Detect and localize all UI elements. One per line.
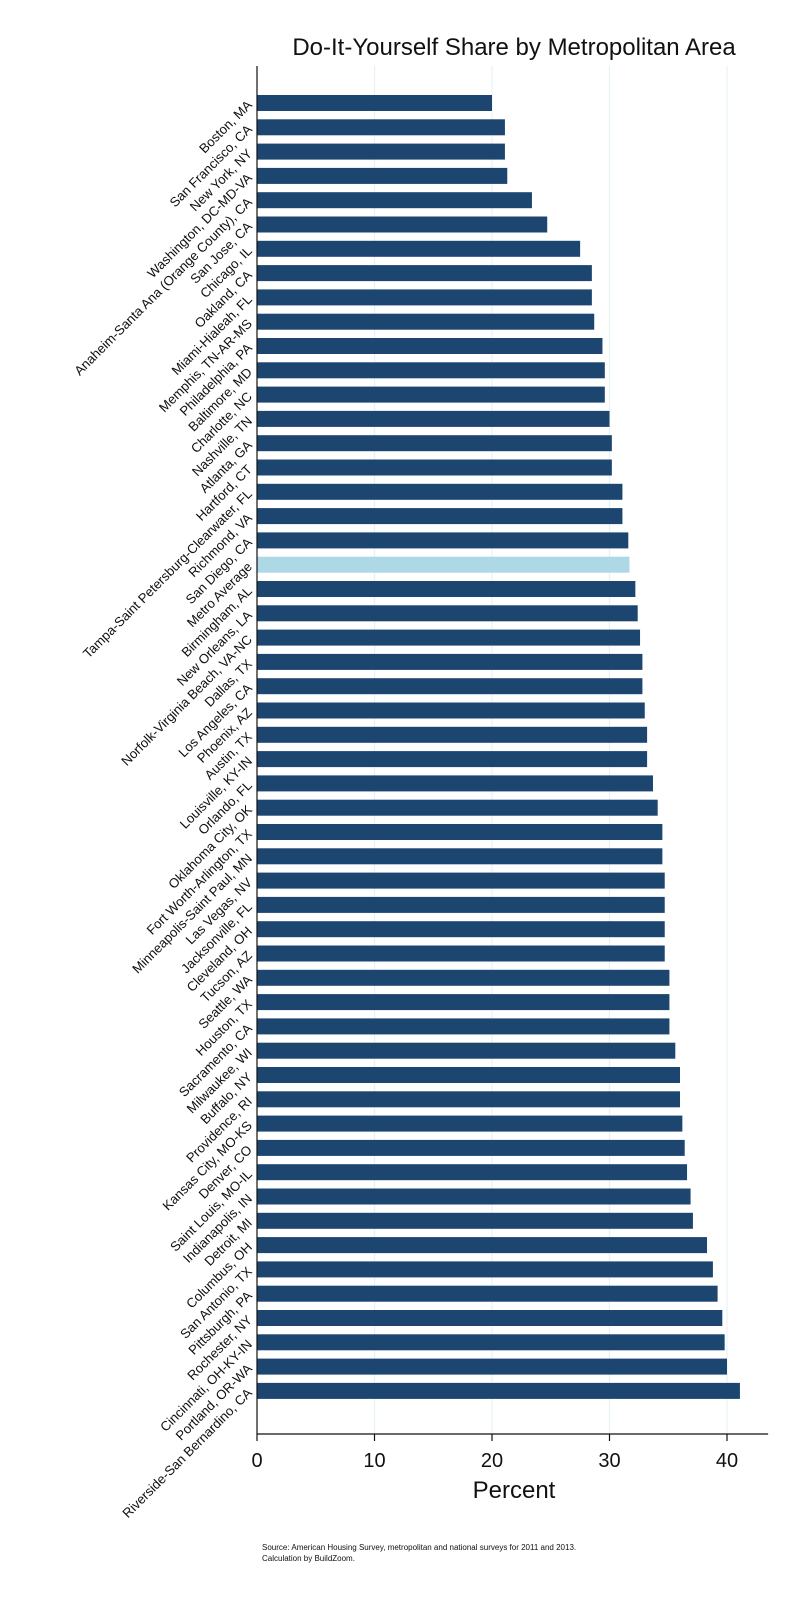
bar — [257, 702, 645, 719]
bar — [257, 410, 610, 427]
bar — [257, 1139, 685, 1156]
bar — [257, 726, 648, 743]
bar — [257, 629, 641, 646]
bar — [257, 459, 612, 476]
bar — [257, 216, 548, 233]
source-note-line-1: Source: American Housing Survey, metropo… — [262, 1543, 576, 1552]
bar — [257, 605, 638, 622]
bar — [257, 1358, 727, 1375]
source-note-line-2: Calculation by BuildZoom. — [262, 1554, 355, 1563]
bar — [257, 435, 612, 452]
bar — [257, 775, 653, 792]
bar — [257, 1091, 680, 1108]
bar — [257, 896, 665, 913]
bar — [257, 945, 665, 962]
x-axis-ticks: 0 10 20 30 40 — [251, 1434, 738, 1472]
bar — [257, 872, 665, 889]
bar — [257, 362, 605, 379]
bar — [257, 265, 592, 282]
bar — [257, 1334, 725, 1351]
x-tick-label: 0 — [251, 1450, 262, 1472]
bar — [257, 240, 581, 257]
x-tick-label: 30 — [598, 1450, 620, 1472]
bar — [257, 1164, 688, 1181]
bar — [257, 483, 623, 500]
bar — [257, 1115, 683, 1132]
x-tick-label: 20 — [481, 1450, 503, 1472]
bar — [257, 508, 623, 525]
bar — [257, 1212, 693, 1229]
bars — [257, 95, 740, 1399]
bar — [257, 338, 603, 354]
bar — [257, 921, 665, 938]
bar — [257, 119, 505, 136]
bar — [257, 751, 648, 768]
x-axis-title: Percent — [473, 1477, 556, 1504]
bar — [257, 1188, 691, 1205]
bar — [257, 192, 532, 209]
bar — [257, 581, 636, 597]
bar — [257, 143, 505, 160]
bar — [257, 799, 658, 816]
bar — [257, 1261, 713, 1278]
bar — [257, 556, 630, 573]
bar — [257, 848, 663, 865]
bar — [257, 313, 595, 330]
chart-title: Do-It-Yourself Share by Metropolitan Are… — [292, 34, 736, 61]
bar — [257, 1018, 670, 1035]
bar — [257, 289, 592, 306]
x-tick-label: 40 — [716, 1450, 738, 1472]
bar — [257, 824, 663, 840]
bar — [257, 653, 643, 670]
x-tick-label: 10 — [363, 1450, 385, 1472]
bar — [257, 1310, 723, 1326]
bar — [257, 1237, 708, 1254]
bar — [257, 1285, 718, 1302]
bar — [257, 386, 605, 403]
bar — [257, 532, 629, 549]
bar — [257, 1042, 676, 1059]
bar — [257, 1382, 740, 1399]
bar — [257, 994, 670, 1011]
bar — [257, 1067, 680, 1083]
bar — [257, 167, 508, 184]
bar — [257, 969, 670, 986]
bar — [257, 678, 643, 695]
bar — [257, 95, 492, 111]
